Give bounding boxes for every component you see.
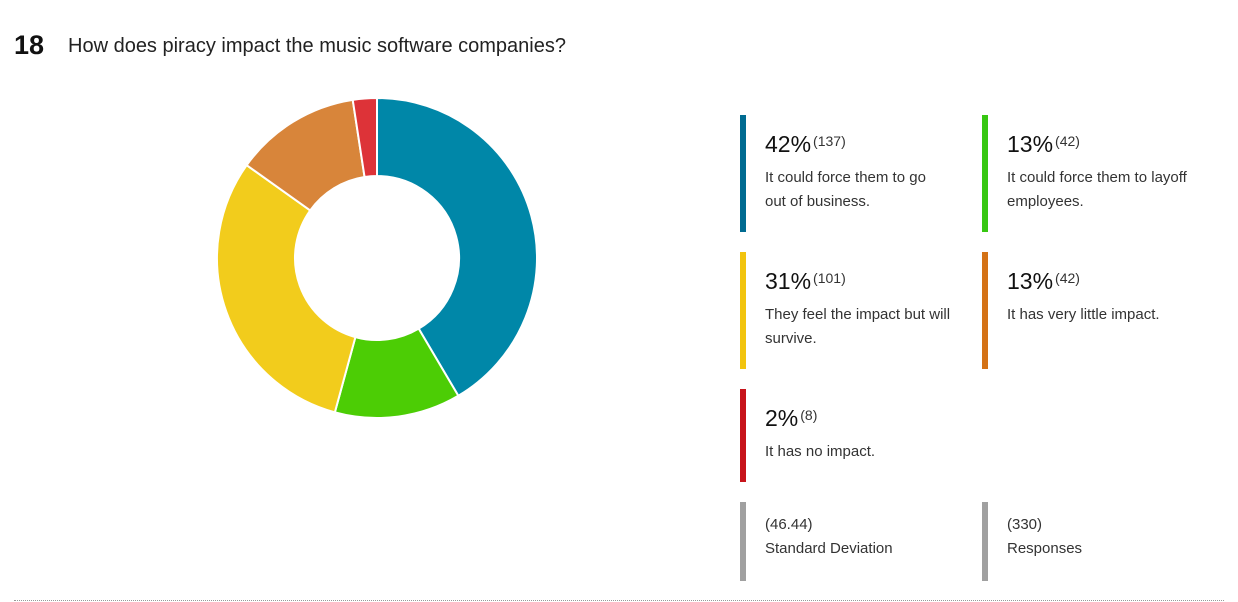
legend-label: It could force them to go out of busines…	[765, 169, 926, 210]
legend-percent: 42% (137)	[765, 131, 846, 157]
legend-percent: 13% (42)	[1007, 131, 1080, 157]
legend-percent: 13% (42)	[1007, 268, 1080, 294]
question-text: How does piracy impact the music softwar…	[68, 35, 566, 57]
question-number: 18	[14, 30, 45, 60]
legend-color-bar	[740, 252, 746, 369]
legend-label: It has very little impact.	[1007, 306, 1160, 323]
donut-slice-go-out-of-business	[376, 96, 538, 398]
legend-label: They feel the impact but will survive.	[765, 306, 951, 347]
stat-value: (330)	[1007, 516, 1043, 533]
legend-item-layoff-employees: 13% (42) It could force them to layoff em…	[982, 115, 1202, 232]
stat-color-bar	[740, 502, 746, 581]
stat-standard-deviation: (46.44) Standard Deviation	[740, 502, 960, 581]
stat-label: Responses	[1007, 540, 1083, 557]
legend-count: (101)	[813, 270, 846, 286]
section-divider	[14, 600, 1224, 601]
donut-slice-no-impact	[351, 96, 378, 179]
stat-responses: (330) Responses	[982, 502, 1202, 581]
legend-item-go-out-of-business: 42% (137) It could force them to go out o…	[740, 115, 960, 232]
legend-color-bar	[740, 389, 746, 482]
stat-value: (46.44)	[765, 516, 813, 533]
legend-count: (42)	[1055, 270, 1080, 286]
legend-color-bar	[740, 115, 746, 232]
legend-count: (42)	[1055, 133, 1080, 149]
stat-color-bar	[982, 502, 988, 581]
legend-count: (8)	[800, 407, 818, 423]
legend-item-no-impact: 2% (8) It has no impact.	[740, 389, 960, 482]
legend-item-very-little-impact: 13% (42) It has very little impact.	[982, 252, 1202, 369]
legend-item-feel-impact-survive: 31% (101) They feel the impact but will s…	[740, 252, 960, 369]
legend-percent: 2% (8)	[765, 405, 818, 431]
legend-percent: 31% (101)	[765, 268, 846, 294]
legend-color-bar	[982, 115, 988, 232]
legend-count: (137)	[813, 133, 846, 149]
stat-label: Standard Deviation	[765, 540, 893, 557]
legend-color-bar	[982, 252, 988, 369]
donut-slice-feel-impact-survive	[216, 163, 357, 414]
legend-label: It could force them to layoff employees.	[1007, 169, 1187, 210]
legend-label: It has no impact.	[765, 443, 876, 460]
